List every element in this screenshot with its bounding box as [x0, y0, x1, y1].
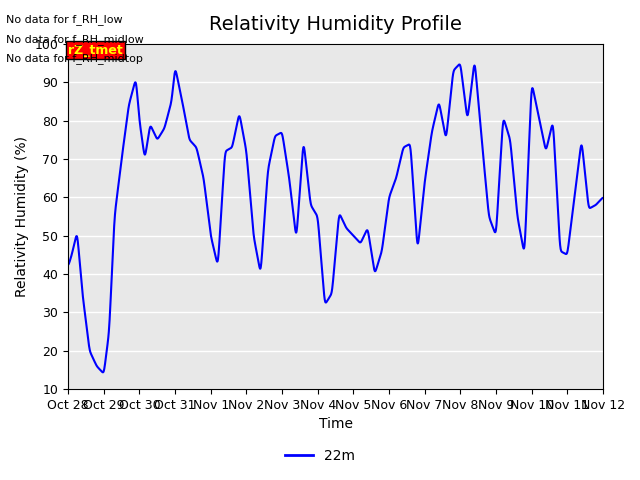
Y-axis label: Relativity Humidity (%): Relativity Humidity (%) [15, 136, 29, 297]
Legend: 22m: 22m [280, 443, 360, 468]
Title: Relativity Humidity Profile: Relativity Humidity Profile [209, 15, 462, 34]
Text: No data for f_RH_midtop: No data for f_RH_midtop [6, 53, 143, 64]
Text: No data for f_RH_low: No data for f_RH_low [6, 14, 123, 25]
Text: rZ_tmet: rZ_tmet [68, 44, 123, 57]
Text: No data for f_RH_midlow: No data for f_RH_midlow [6, 34, 144, 45]
X-axis label: Time: Time [319, 418, 353, 432]
